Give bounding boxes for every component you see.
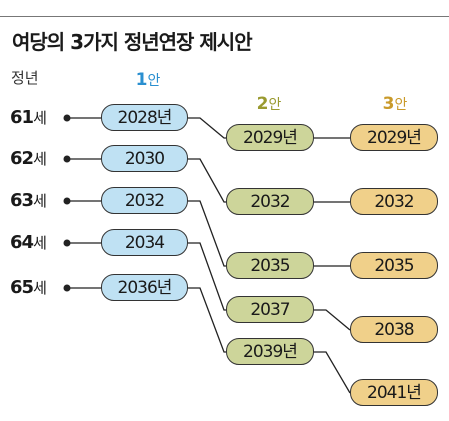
plan2-year-61: 2029년 <box>226 124 314 151</box>
plan3-year-62: 2032 <box>350 188 438 215</box>
plan-1-header: 1안 <box>128 70 168 90</box>
plan-1-number: 1 <box>135 70 148 90</box>
plan3-year-65: 2041년 <box>350 379 438 406</box>
plan2-year-63: 2035 <box>226 252 314 279</box>
plan3-year-63: 2035 <box>350 252 438 279</box>
age-column-header: 정년 <box>11 69 39 87</box>
plan1-year-65: 2036년 <box>101 274 188 301</box>
plan-3-header: 3안 <box>375 94 415 114</box>
link-p1-61-p2 <box>188 117 226 139</box>
link-p1-65-p2 <box>188 287 226 353</box>
plan1-year-64: 2034 <box>101 229 188 256</box>
plan-1-suffix: 안 <box>147 73 161 89</box>
plan2-year-62: 2032 <box>226 188 314 215</box>
age-label-64: 64세 <box>10 232 47 253</box>
plan3-year-61: 2029년 <box>350 124 438 151</box>
link-p1-63-p2 <box>188 200 226 267</box>
plan3-year-64: 2038 <box>350 316 438 343</box>
link-p1-64-p2 <box>188 242 226 311</box>
plan-3-suffix: 안 <box>394 97 408 113</box>
plan-2-number: 2 <box>256 94 269 114</box>
plan1-year-62: 2030 <box>101 145 188 172</box>
link-p2-64-p3 <box>314 309 351 331</box>
plan2-year-65: 2039년 <box>226 338 314 365</box>
age-label-62: 62세 <box>10 148 47 169</box>
link-p2-65-p3 <box>314 351 351 394</box>
age-label-61: 61세 <box>10 107 47 128</box>
link-p1-62-p2 <box>188 158 226 203</box>
plan1-year-63: 2032 <box>101 187 188 214</box>
diagram-title: 여당의 3가지 정년연장 제시안 <box>12 30 253 54</box>
plan2-year-64: 2037 <box>226 296 314 323</box>
plan-2-suffix: 안 <box>268 97 282 113</box>
age-label-65: 65세 <box>10 277 47 298</box>
plan-2-header: 2안 <box>249 94 289 114</box>
age-label-63: 63세 <box>10 190 47 211</box>
plan1-year-61: 2028년 <box>101 104 188 131</box>
top-rule <box>0 16 449 17</box>
plan-3-number: 3 <box>382 94 395 114</box>
